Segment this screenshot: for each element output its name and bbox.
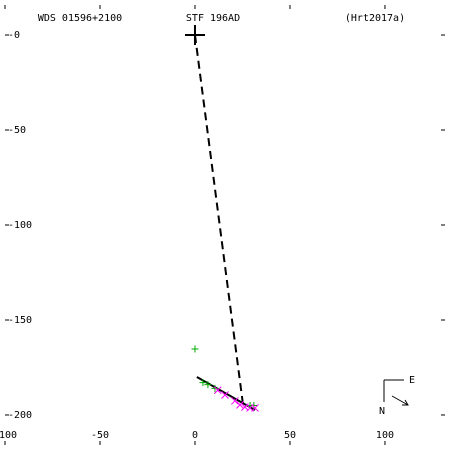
compass-n: N (379, 406, 385, 417)
x-tick-label: -100 (0, 430, 17, 441)
measurement (191, 345, 199, 353)
measurement (250, 401, 258, 409)
measurement (211, 384, 219, 392)
y-tick-label: -0 (8, 30, 20, 41)
x-tick-label: -50 (91, 430, 109, 441)
compass-e: E (409, 375, 415, 386)
plot-frame (5, 5, 445, 445)
wds-label: WDS 01596+2100 (38, 13, 122, 24)
measurement (199, 379, 207, 387)
measurement (204, 381, 212, 389)
measurement (236, 401, 244, 409)
x-tick-label: 50 (284, 430, 296, 441)
compass: E N (379, 375, 415, 417)
y-tick-label: -200 (8, 410, 32, 421)
y-tick-label: -150 (8, 315, 32, 326)
measurement (213, 386, 222, 395)
motion-arrow (391, 395, 409, 406)
orbit-line (193, 34, 245, 406)
measurement (231, 397, 239, 405)
x-tick-label: 100 (376, 430, 394, 441)
y-tick-label: -50 (8, 125, 26, 136)
reference-label: (Hrt2017a) (345, 13, 405, 24)
measurement (221, 391, 229, 399)
y-tick-label: -100 (8, 220, 32, 231)
chart-title: STF 196AD (186, 13, 240, 24)
measurement (251, 404, 259, 412)
x-tick-label: 0 (192, 430, 198, 441)
motion-arrow-head (402, 399, 409, 406)
